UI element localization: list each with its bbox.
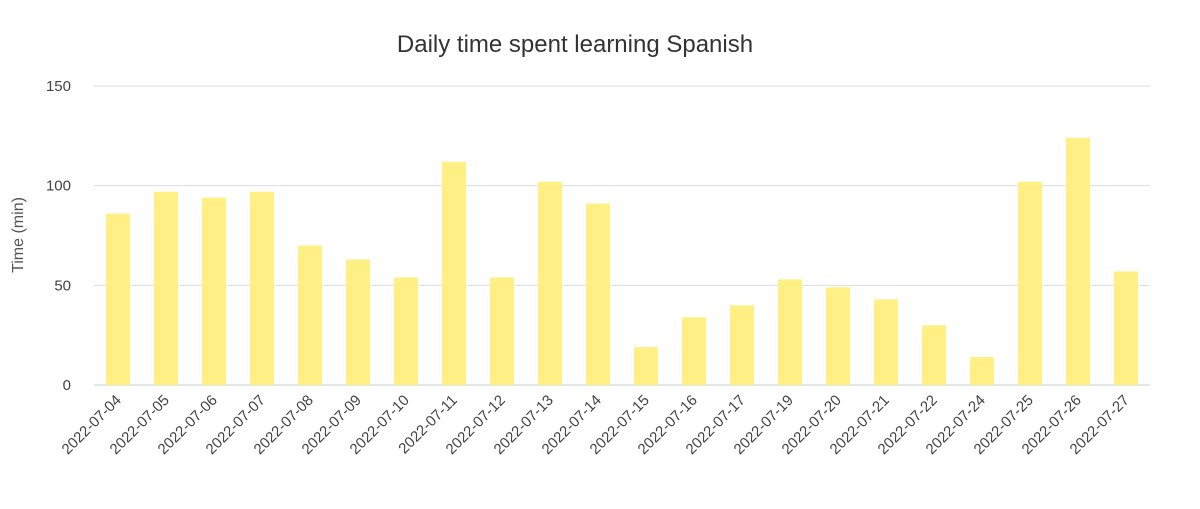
bar [202, 197, 226, 385]
bar [538, 181, 562, 385]
bar [682, 317, 706, 385]
chart-title: Daily time spent learning Spanish [397, 31, 753, 58]
bar [730, 305, 754, 385]
bars [106, 137, 1138, 385]
y-tick-label: 0 [63, 377, 71, 394]
y-tick-label: 150 [46, 78, 71, 95]
x-axis-ticks: 2022-07-042022-07-052022-07-062022-07-07… [59, 392, 1133, 458]
bar [778, 279, 802, 385]
bar [826, 287, 850, 385]
y-axis-ticks: 0 50 100 150 [46, 78, 71, 394]
y-tick-label: 100 [46, 178, 71, 195]
bar [634, 347, 658, 385]
y-tick-label: 50 [54, 277, 71, 294]
bar [394, 277, 418, 385]
bar [1018, 181, 1042, 385]
bar [1114, 271, 1138, 385]
bar [154, 191, 178, 385]
bar [586, 203, 610, 385]
bar [874, 299, 898, 385]
bar [346, 259, 370, 385]
bar [922, 325, 946, 385]
bar [1066, 137, 1090, 385]
bar [298, 245, 322, 385]
bar [106, 213, 130, 385]
bar [442, 161, 466, 385]
y-axis-label: Time (min) [10, 197, 27, 273]
bar [250, 191, 274, 385]
bar [970, 357, 994, 385]
bar [490, 277, 514, 385]
